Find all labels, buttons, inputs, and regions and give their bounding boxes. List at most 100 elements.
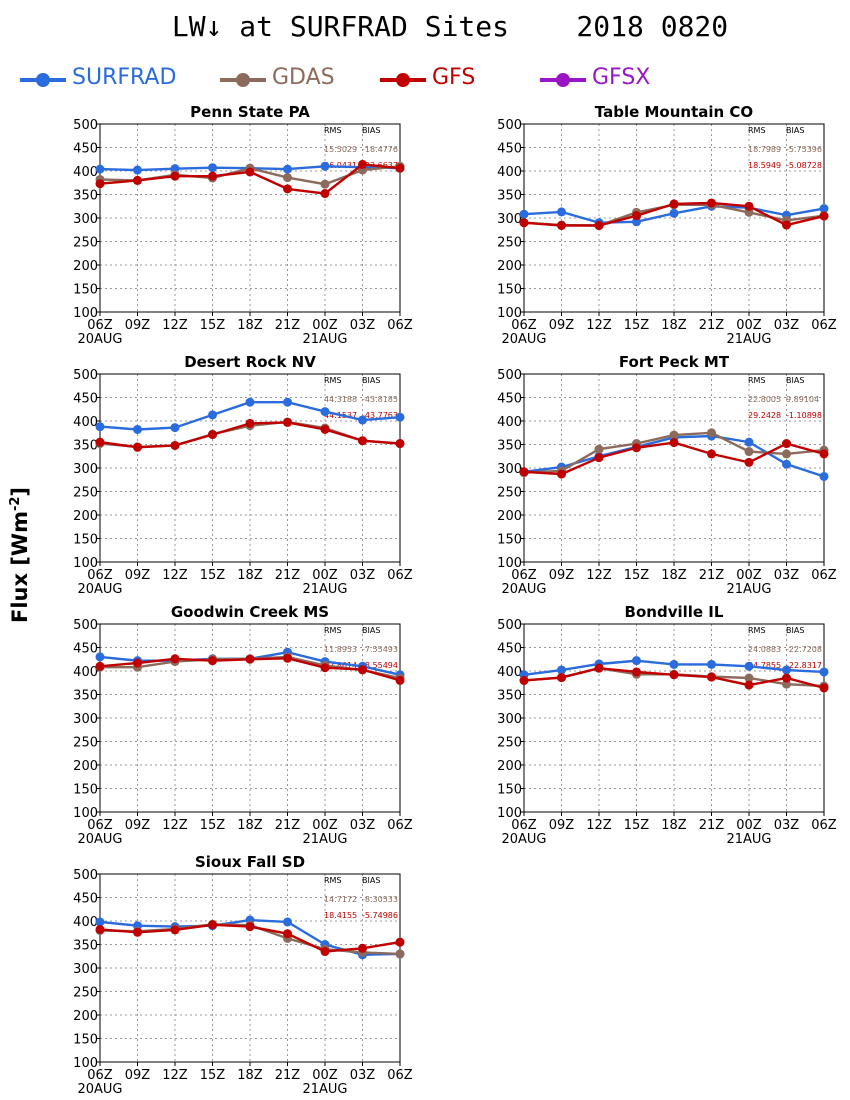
data-point-gfs — [819, 683, 829, 693]
data-point-gfs — [519, 467, 529, 477]
data-point-surfrad — [245, 397, 255, 407]
y-tick-label: 250 — [497, 486, 522, 501]
chart-panel-fort-peck-mt: Fort Peck MT 100 150 200 250 300 350 400 450 500 0… — [497, 353, 837, 597]
x-date-label: 20AUG — [77, 332, 122, 347]
y-tick-label: 100 — [73, 806, 98, 821]
data-point-gfs — [95, 437, 105, 447]
data-point-surfrad — [283, 164, 292, 174]
y-tick-label: 350 — [73, 189, 98, 204]
x-date-label: 21AUG — [726, 582, 771, 597]
y-tick-label: 100 — [497, 556, 522, 571]
x-date-label: 20AUG — [501, 332, 546, 347]
data-point-gfs — [557, 221, 566, 231]
y-tick-label: 200 — [497, 509, 522, 524]
data-point-surfrad — [95, 917, 105, 927]
data-point-surfrad — [707, 659, 716, 669]
chart-title-goodwin-creek-ms: Goodwin Creek MS — [171, 603, 329, 621]
stats-header-bias: BIAS — [786, 626, 804, 635]
x-tick-label: 12Z — [162, 568, 188, 583]
x-tick-label: 12Z — [586, 568, 612, 583]
y-tick-label: 300 — [497, 712, 522, 727]
stats-gfs-bias: -8.55494 — [362, 661, 398, 670]
data-point-surfrad — [133, 424, 142, 434]
stats-gdas-rms: 11.8953 — [324, 645, 357, 654]
data-point-gdas — [283, 173, 292, 183]
data-point-surfrad — [283, 397, 292, 407]
stats-header-bias: BIAS — [362, 626, 380, 635]
stats-gdas-bias: -8.30533 — [362, 895, 398, 904]
x-tick-label: 21Z — [275, 318, 301, 333]
data-point-gfs — [358, 436, 367, 446]
data-point-surfrad — [358, 415, 367, 425]
stats-header-bias: BIAS — [362, 126, 380, 135]
data-point-gfs — [594, 221, 604, 231]
x-date-label: 20AUG — [77, 582, 122, 597]
x-tick-label: 03Z — [774, 818, 800, 833]
y-tick-label: 250 — [497, 236, 522, 251]
stats-gfs-bias: -22.8317 — [786, 661, 822, 670]
data-point-gfs — [283, 929, 292, 939]
x-tick-label: 00Z — [312, 318, 338, 333]
data-point-gfs — [557, 469, 566, 479]
stats-header-rms: RMS — [324, 376, 342, 385]
data-point-gfs — [395, 163, 405, 173]
x-tick-label: 06Z — [511, 318, 537, 333]
x-tick-label: 18Z — [237, 318, 263, 333]
legend-label-surfrad: SURFRAD — [72, 65, 177, 90]
data-point-surfrad — [557, 665, 566, 675]
x-tick-label: 00Z — [736, 568, 762, 583]
x-date-label: 21AUG — [726, 832, 771, 847]
y-tick-label: 300 — [497, 462, 522, 477]
data-point-gfs — [782, 673, 791, 683]
x-tick-label: 12Z — [586, 318, 612, 333]
x-tick-label: 21Z — [699, 568, 725, 583]
data-point-surfrad — [170, 423, 180, 433]
data-point-gfs — [170, 440, 180, 450]
x-tick-label: 12Z — [162, 318, 188, 333]
x-tick-label: 00Z — [736, 318, 762, 333]
series-gfs — [519, 663, 829, 693]
stats-gdas-bias: -22.7208 — [786, 645, 822, 654]
series-gfs — [95, 417, 405, 452]
data-point-gfs — [283, 417, 292, 427]
data-point-surfrad — [819, 667, 829, 677]
data-point-gfs — [133, 927, 142, 937]
data-point-gfs — [283, 653, 292, 663]
data-point-gfs — [707, 449, 716, 459]
data-point-gfs — [669, 670, 679, 680]
data-point-gfs — [133, 442, 142, 452]
data-point-gfs — [283, 184, 292, 194]
data-point-gfs — [320, 189, 330, 199]
x-tick-label: 15Z — [200, 818, 226, 833]
x-tick-label: 09Z — [549, 318, 575, 333]
legend-label-gfsx: GFSX — [592, 65, 651, 90]
stats-gfs-rms: 18.4155 — [324, 911, 357, 920]
data-point-gfs — [95, 924, 105, 934]
data-point-surfrad — [819, 471, 829, 481]
x-date-label: 21AUG — [302, 832, 347, 847]
data-point-gfs — [170, 925, 180, 935]
stats-header-rms: RMS — [748, 126, 766, 135]
data-point-gfs — [819, 449, 829, 459]
x-tick-label: 18Z — [661, 568, 687, 583]
data-point-gfs — [320, 424, 330, 434]
legend-label-gdas: GDAS — [272, 65, 335, 90]
stats-header-bias: BIAS — [786, 376, 804, 385]
stats-gdas-rms: 14.7172 — [324, 895, 357, 904]
y-tick-label: 200 — [73, 509, 98, 524]
y-tick-label: 150 — [73, 783, 98, 798]
data-point-gfs — [632, 667, 641, 677]
data-point-surfrad — [395, 412, 405, 422]
y-tick-label: 100 — [73, 1056, 98, 1071]
chart-title-table-mountain-co: Table Mountain CO — [595, 103, 753, 121]
data-point-surfrad — [95, 652, 105, 662]
x-tick-label: 06Z — [811, 318, 837, 333]
data-point-surfrad — [208, 163, 217, 173]
series-gfs — [519, 198, 829, 231]
page-title: LW↓ at SURFRAD Sites 2018 0820 — [171, 10, 729, 43]
x-tick-label: 06Z — [87, 1068, 113, 1083]
y-tick-label: 150 — [497, 783, 522, 798]
x-tick-label: 12Z — [162, 1068, 188, 1083]
data-point-gfs — [358, 159, 367, 169]
